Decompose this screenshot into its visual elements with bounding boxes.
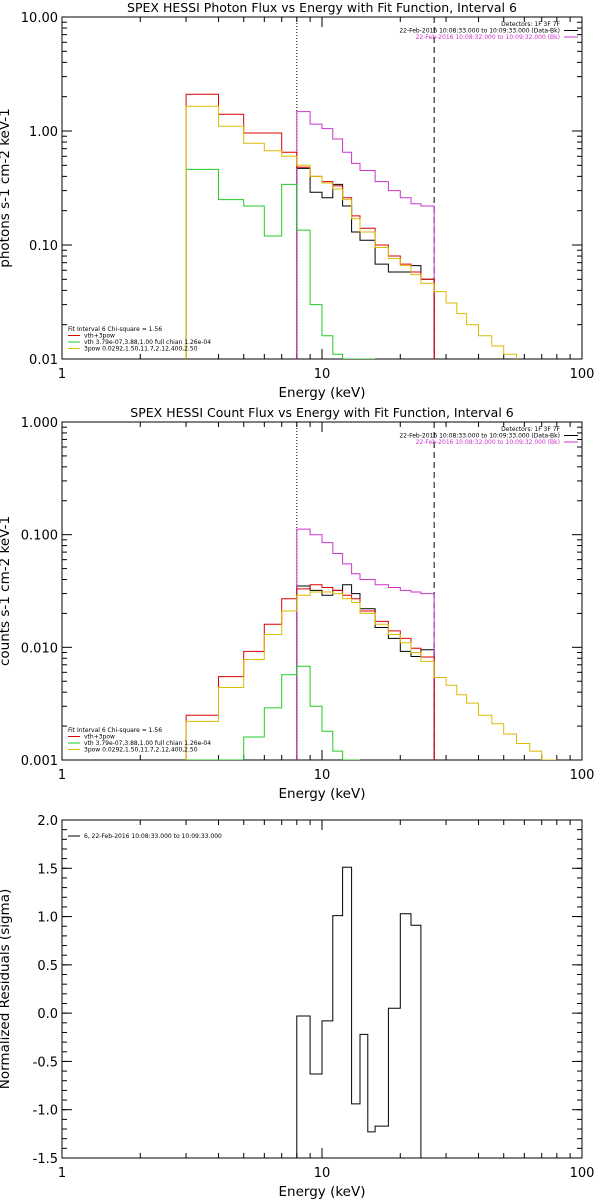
panel-1-header-text: 22-Feb-2016 10:08:33.000 to 10:09:33.000… xyxy=(399,28,560,35)
panel-1-legend-text: vth 3.79e-07,3.88,1.00 full chian 1.26e-… xyxy=(84,339,211,346)
panel-1-y-tick-label: 0.10 xyxy=(29,239,58,254)
panel-2-series-4-line xyxy=(186,665,360,760)
panel-3-x-tick-label: 10 xyxy=(314,1166,331,1181)
panel-3-y-tick-label: 1.0 xyxy=(37,911,58,926)
panel-1-series-3-line xyxy=(185,93,435,359)
panel-1-x-axis-label: Energy (keV) xyxy=(279,385,366,401)
panel-3-y-axis-label: Normalized Residuals (sigma) xyxy=(0,889,13,1090)
panel-3-plot-frame xyxy=(61,819,583,1159)
panel-1-legend-text: 3pow 0.0292,1.50,11.7,2.12,400,2.50 xyxy=(84,346,198,353)
panel-3-y-tick-label: -1.0 xyxy=(33,1104,58,1119)
panel-1-legend-text: Fit Interval 6 Chi-square = 1.56 xyxy=(68,326,162,333)
panel-3-y-tick-label: 0.5 xyxy=(37,959,58,974)
panel-2-x-tick-label: 100 xyxy=(570,768,595,783)
panel-3-series-1-line xyxy=(296,866,422,1158)
panel-1-y-axis-label: photons s-1 cm-2 keV-1 xyxy=(0,108,13,267)
panel-2-series-2-line xyxy=(296,528,435,760)
panel-1-header-text: 22-Feb-2016 10:08:32.000 to 10:09:32.000… xyxy=(416,34,560,41)
panel-3-y-tick-label: 1.5 xyxy=(37,862,58,877)
panel-3-y-tick-label: -1.5 xyxy=(33,1152,58,1167)
panel-2-legend-text: Fit Interval 6 Chi-square = 1.56 xyxy=(68,727,162,734)
panel-2-y-tick-label: 1.000 xyxy=(21,416,58,431)
panel-2-title: SPEX HESSI Count Flux vs Energy with Fit… xyxy=(130,405,513,420)
panel-1-series-2-line xyxy=(296,111,435,359)
panel-2-series-5-line xyxy=(185,591,557,760)
panel-1-y-tick-label: 0.01 xyxy=(29,353,58,368)
panel-2-legend-text: vth 3.79e-07,3.88,1.00 full chian 1.26e-… xyxy=(84,740,211,747)
panel-2-header-text: 22-Feb-2016 10:08:32.000 to 10:09:32.000… xyxy=(416,439,560,446)
panel-2-legend-text: vth+3pow xyxy=(84,734,115,741)
panel-2-x-axis-label: Energy (keV) xyxy=(279,786,366,802)
panel-2-y-tick-label: 0.100 xyxy=(21,529,58,544)
panel-1-y-tick-label: 10.00 xyxy=(21,11,58,26)
panel-3-y-tick-label: -0.5 xyxy=(33,1055,58,1070)
panel-1-header-text: Detectors: 1F 3F 7F xyxy=(501,21,560,28)
panel-1-series-4-line xyxy=(185,168,376,359)
panel-1-series-1-line xyxy=(296,167,435,359)
panel-1-x-tick-label: 1 xyxy=(58,367,66,382)
panel-2-y-tick-label: 0.001 xyxy=(21,754,58,769)
panel-3-y-tick-label: 2.0 xyxy=(37,814,58,829)
panel-2-header-text: 22-Feb-2016 10:08:33.000 to 10:09:33.000… xyxy=(399,433,560,440)
panel-2-header-text: Detectors: 1F 3F 7F xyxy=(501,426,560,433)
panel-2-y-tick-label: 0.010 xyxy=(21,641,58,656)
panel-2-x-tick-label: 1 xyxy=(58,768,66,783)
panel-3-x-axis-label: Energy (keV) xyxy=(279,1184,366,1200)
panel-3-x-tick-label: 100 xyxy=(570,1166,595,1181)
panel-1-y-tick-label: 1.00 xyxy=(29,125,58,140)
panel-3-x-tick-label: 1 xyxy=(58,1166,66,1181)
panel-1-legend-text: vth+3pow xyxy=(84,333,115,340)
panel-2-series-3-line xyxy=(185,584,435,760)
panel-2-y-axis-label: counts s-1 cm-2 keV-1 xyxy=(0,516,13,666)
panel-3-legend-text: 6, 22-Feb-2016 10:08:33.000 to 10:09:33.… xyxy=(84,833,222,840)
panel-1-x-tick-label: 10 xyxy=(314,367,331,382)
panel-1-x-tick-label: 100 xyxy=(570,367,595,382)
panel-2-legend-text: 3pow 0.0292,1.50,11.7,2.12,400,2.50 xyxy=(84,747,198,754)
panel-1-title: SPEX HESSI Photon Flux vs Energy with Fi… xyxy=(127,0,517,15)
panel-1-series-5-line xyxy=(185,105,517,359)
panel-3-y-tick-label: 0.0 xyxy=(37,1007,58,1022)
panel-2-x-tick-label: 10 xyxy=(314,768,331,783)
